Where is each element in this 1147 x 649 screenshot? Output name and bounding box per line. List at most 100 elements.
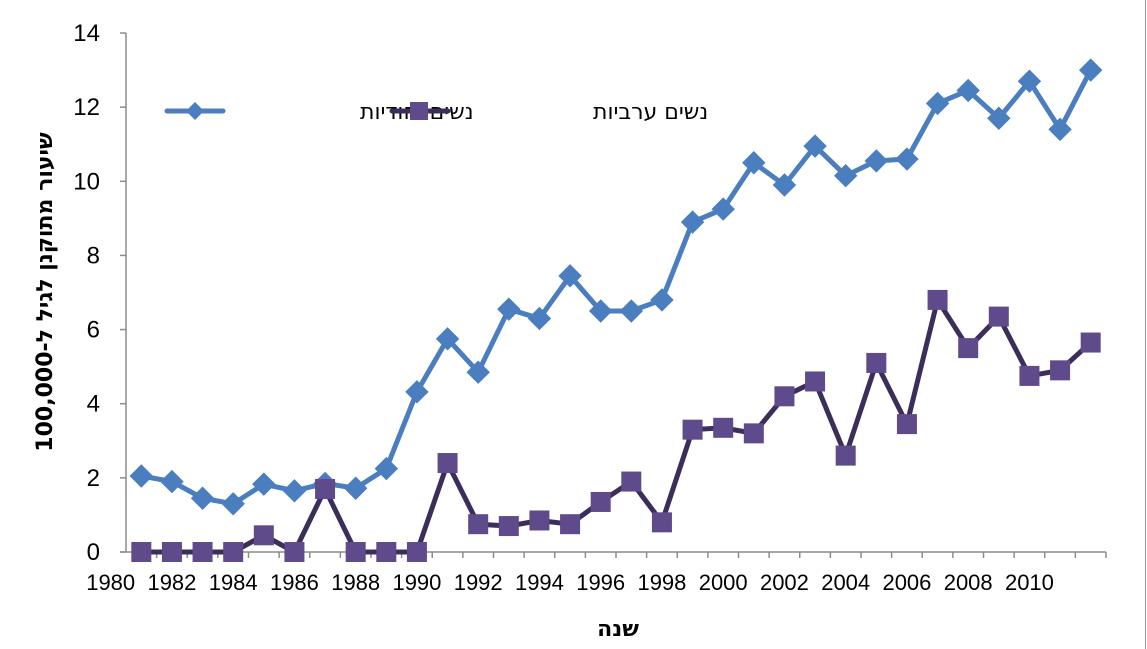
data-point-square [835,445,856,466]
data-point-diamond [160,469,184,494]
x-tick-label: 1992 [454,570,503,595]
data-point-square [529,510,550,531]
data-point-square [345,542,366,562]
data-point-diamond [588,299,613,323]
data-point-diamond [711,197,735,221]
data-point-square [437,453,458,474]
y-tick-label: 2 [87,465,100,492]
y-tick-label: 14 [73,20,100,47]
y-tick-label: 12 [73,94,100,121]
data-point-square [713,417,734,438]
data-point-diamond [405,380,429,404]
x-axis-title: שנה [597,617,639,642]
x-tick-label: 2008 [944,570,993,595]
data-point-diamond [680,210,705,234]
x-tick-label: 1986 [270,570,319,595]
x-tick-label: 1980 [86,570,135,595]
data-point-diamond [742,151,766,175]
data-point-diamond [925,91,950,116]
y-tick-label: 6 [87,317,100,344]
x-tick-label: 1998 [637,570,686,595]
data-point-diamond [252,472,276,496]
x-tick-label: 2004 [821,570,870,595]
series-line [141,297,1093,555]
x-tick-label: 2010 [1005,570,1054,595]
x-tick-label: 1984 [209,570,258,595]
data-point-square [805,371,826,392]
data-point-square [1050,360,1071,381]
data-point-diamond [1017,69,1042,93]
y-tick-label: 4 [87,391,100,418]
data-point-square [651,512,672,533]
data-point-diamond [221,492,245,516]
data-point-square [376,542,397,562]
data-point-square [468,514,489,535]
data-point-square [927,289,948,310]
data-point-square [406,542,427,562]
data-point-square [682,419,703,440]
data-point-square [988,306,1009,327]
data-point-square [774,386,795,407]
legend-label: נשים ערביות [593,100,708,125]
legend: נשים יהודיותנשים ערביות [164,100,708,125]
data-point-diamond [803,134,827,158]
y-axis: 0 2 4 6 8 10 12 14 [73,20,127,566]
data-point-diamond [129,464,154,488]
data-point-diamond [864,149,889,173]
data-point-square [315,478,336,499]
data-point-square [590,491,611,512]
series-line [140,68,1093,507]
data-point-diamond [895,147,919,171]
legend-square-icon [410,102,428,120]
data-point-square [284,542,305,562]
data-point-square [896,414,917,435]
data-point-diamond [497,297,521,321]
x-tick-label: 1990 [392,570,441,595]
series-layer [129,58,1103,562]
data-point-square [743,423,764,444]
data-point-square [161,542,182,562]
data-point-diamond [527,306,552,331]
data-point-square [223,542,244,562]
data-point-square [1080,332,1101,353]
data-point-diamond [374,456,399,481]
data-point-diamond [282,479,307,503]
legend-diamond-icon [186,102,204,120]
legend-item: נשים ערביות [389,100,708,125]
data-point-diamond [956,78,980,103]
y-tick-label: 0 [87,539,100,566]
data-point-square [958,338,979,359]
data-point-diamond [650,288,674,312]
y-tick-label: 10 [73,168,100,195]
x-tick-label: 1982 [147,570,196,595]
data-point-diamond [772,173,797,197]
y-tick-label: 8 [87,242,100,269]
x-tick-label: 1994 [515,570,564,595]
data-point-diamond [1048,117,1072,142]
x-axis: 1980 1982 1984 1986 1988 1990 1992 1994 1996 1998… [86,551,1107,595]
data-point-square [866,352,887,373]
data-point-square [131,542,152,562]
data-point-square [192,542,213,562]
frame-border [1145,0,1146,649]
x-tick-label: 1988 [331,570,380,595]
data-point-diamond [190,486,215,510]
x-tick-label: 2000 [699,570,748,595]
data-point-square [560,514,581,535]
data-point-diamond [987,106,1011,130]
data-point-diamond [558,264,582,288]
data-point-diamond [619,299,644,323]
data-point-diamond [343,476,368,500]
data-point-square [498,516,519,537]
x-tick-label: 2006 [882,570,931,595]
x-tick-label: 1996 [576,570,625,595]
data-point-diamond [435,327,460,351]
y-axis-title: שיעור מתוקנן לגיל ל-100,000 [33,132,58,452]
series-arab-women [131,289,1101,562]
data-point-diamond [1078,58,1103,82]
series-jewish-women [129,58,1103,516]
data-point-square [253,525,274,546]
data-point-diamond [466,360,490,384]
